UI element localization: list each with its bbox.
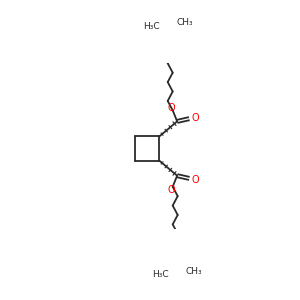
Text: O: O	[167, 185, 175, 195]
Text: CH₃: CH₃	[185, 267, 202, 276]
Text: CH₃: CH₃	[177, 18, 193, 27]
Text: O: O	[191, 112, 199, 122]
Text: H₃C: H₃C	[152, 270, 169, 279]
Text: H₃C: H₃C	[143, 22, 160, 31]
Text: O: O	[191, 175, 199, 184]
Text: O: O	[167, 103, 175, 113]
